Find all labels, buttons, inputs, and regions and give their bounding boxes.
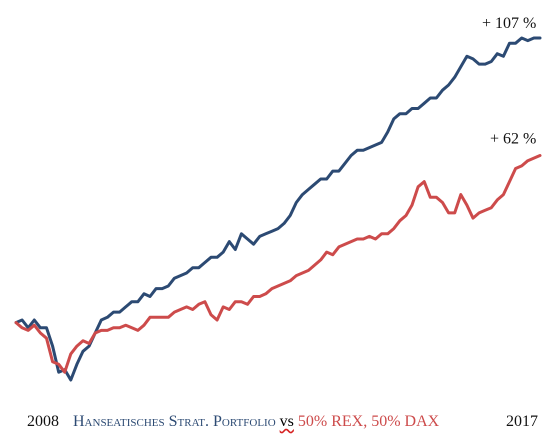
chart-footer: 2008 Hanseatisches Strat. Portfolio vs 5… [0,410,554,444]
chart-lines [14,36,542,382]
end-label-portfolio: + 107 % [482,15,536,32]
legend-vs: vs [279,413,294,430]
chart-caption: Hanseatisches Strat. Portfolio vs 50% RE… [73,413,439,431]
chart-end-labels: + 107 % + 62 % [482,15,536,148]
series-line-rex-dax [14,154,542,374]
legend-series-dax: 50% DAX [371,413,440,430]
end-label-rex-dax: + 62 % [490,131,536,148]
legend-series-portfolio: Hanseatisches Strat. Portfolio [73,413,276,430]
line-chart: + 107 % + 62 % [14,15,542,382]
legend-series-rex: 50% REX [297,413,364,430]
x-axis-start-year: 2008 [27,413,59,430]
series-line-portfolio [14,36,542,382]
x-axis-end-year: 2017 [506,413,538,430]
legend-separator: , [363,413,368,430]
